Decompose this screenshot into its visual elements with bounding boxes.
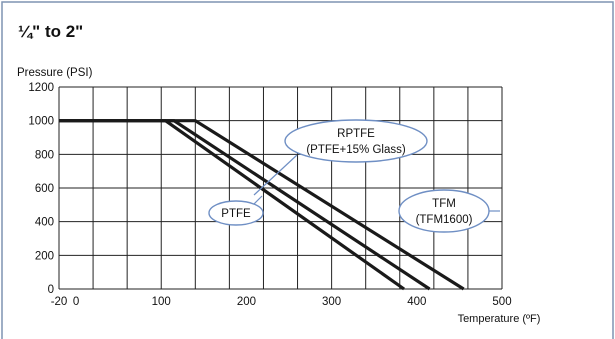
callout-bubble: [398, 189, 490, 233]
callout-label: RPTFE: [337, 128, 375, 140]
x-tick-label: 200: [237, 296, 256, 308]
y-tick-label: 600: [35, 183, 54, 195]
x-tick-label: 500: [492, 296, 511, 308]
callout-label: TFM: [432, 198, 456, 210]
y-tick-label: 200: [35, 250, 54, 262]
callout-leader: [253, 195, 263, 205]
callout-bubble: [284, 119, 428, 163]
x-tick-label: 300: [322, 296, 341, 308]
y-tick-label: 0: [48, 284, 54, 296]
callout-bubble: [208, 200, 264, 226]
x-tick-label: 400: [407, 296, 426, 308]
callout-label: (TFM1600): [416, 214, 473, 226]
x-tick-label: 100: [152, 296, 171, 308]
series-line: [59, 119, 465, 291]
y-tick-label: 1000: [28, 116, 54, 128]
y-tick-label: 1200: [28, 82, 54, 94]
x-tick-label: 0: [73, 296, 79, 308]
y-tick-label: 400: [35, 217, 54, 229]
panel-title: ¼" to 2": [18, 22, 84, 41]
callout-label: PTFE: [221, 208, 251, 220]
x-tick-label: -20: [51, 296, 68, 308]
y-axis-title: Pressure (PSI): [17, 67, 93, 79]
callout-label: (PTFE+15% Glass): [306, 144, 406, 156]
x-axis-title: Temperature (ºF): [458, 313, 541, 325]
callout-leader: [253, 154, 298, 196]
y-tick-label: 800: [35, 149, 54, 161]
